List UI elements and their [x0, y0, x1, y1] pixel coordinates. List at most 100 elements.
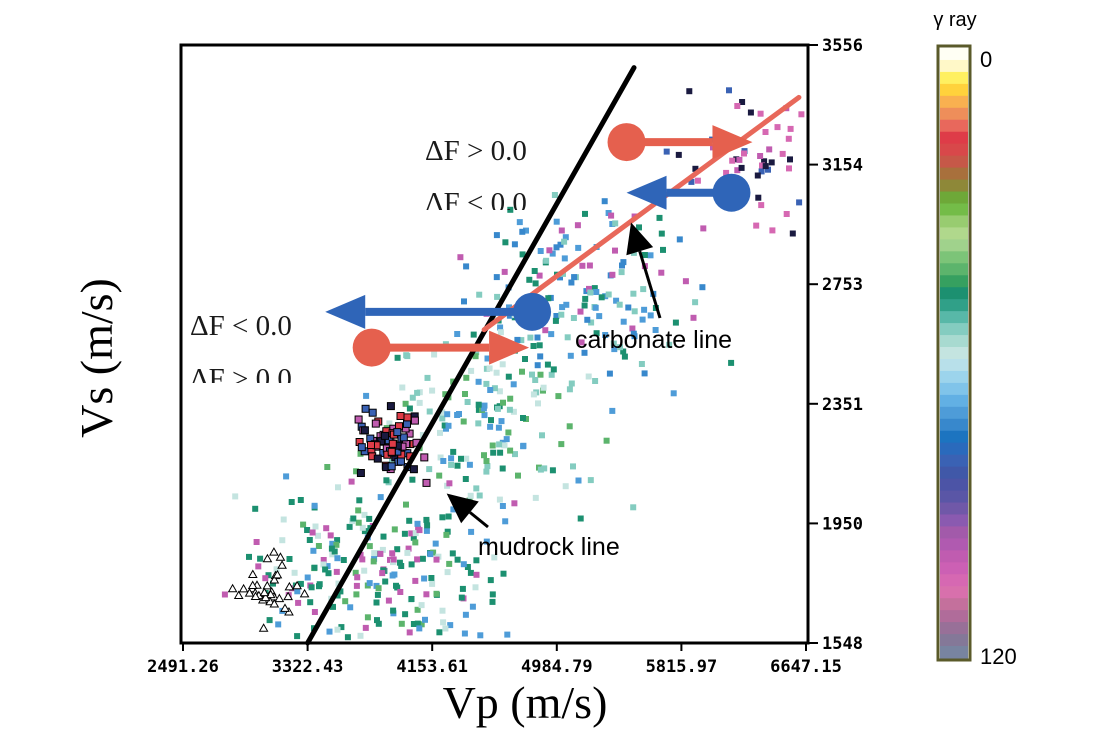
marker-arrow-head [489, 330, 530, 365]
data-point [785, 135, 792, 142]
data-point [505, 373, 512, 380]
data-point [377, 550, 384, 557]
data-point [612, 247, 618, 254]
data-point [605, 291, 612, 298]
data-point [602, 293, 609, 300]
colorbar-stripe [940, 562, 968, 575]
data-point [410, 621, 417, 627]
data-point [489, 598, 496, 605]
data-point [323, 525, 330, 532]
data-point [489, 442, 496, 449]
data-point [757, 110, 764, 117]
data-point [774, 124, 781, 131]
annotation-arrow-head [626, 222, 654, 256]
data-point [658, 230, 665, 237]
data-point [487, 423, 494, 430]
data-point-square [368, 408, 377, 417]
colorbar-stripe [940, 251, 968, 264]
data-point [398, 563, 405, 569]
data-point [541, 465, 548, 472]
colorbar-stripe [940, 430, 968, 444]
data-point-square [396, 457, 405, 466]
data-point [440, 458, 447, 464]
data-point [431, 351, 438, 358]
data-point [500, 570, 507, 577]
x-tick-label: 4153.61 [396, 657, 468, 677]
ticks-layer: 2491.26 3322.43 4153.61 4984.79 5815.97 6647.… [147, 36, 863, 677]
data-point-square [399, 433, 408, 442]
data-point [371, 550, 378, 557]
data-point [265, 572, 272, 579]
data-point [422, 616, 428, 623]
data-point [487, 387, 494, 393]
data-point [609, 271, 616, 278]
data-point [348, 478, 355, 485]
colorbar-stripe [940, 442, 968, 456]
data-point [397, 589, 404, 595]
data-point [586, 285, 592, 292]
data-point [357, 551, 364, 558]
data-point-triangle [262, 580, 273, 590]
data-point [578, 339, 585, 346]
data-point [439, 607, 446, 614]
data-point [353, 468, 360, 475]
data-point [486, 365, 493, 372]
data-point [475, 406, 482, 413]
data-point [567, 352, 574, 359]
data-point [491, 385, 498, 392]
colorbar-stripe [940, 287, 968, 300]
delta-f-label: ΔF < 0.0 [190, 310, 292, 342]
colorbar-stripe [940, 71, 968, 85]
data-point [570, 315, 577, 321]
annotations-layer: carbonate line mudrock line [446, 222, 732, 561]
colorbar-stripe [940, 586, 968, 599]
data-point [361, 528, 368, 535]
data-point [739, 99, 746, 105]
data-point [581, 349, 588, 356]
data-point [548, 331, 555, 338]
data-point [283, 473, 290, 480]
data-point [375, 620, 382, 627]
data-point [405, 545, 412, 552]
data-point [608, 212, 615, 219]
data-point [575, 477, 582, 484]
data-point [611, 346, 618, 353]
data-point [437, 429, 443, 436]
data-point [631, 308, 638, 315]
colorbar-stripe [940, 215, 968, 229]
data-point [416, 399, 423, 406]
data-point [534, 334, 541, 341]
data-point [507, 395, 514, 402]
colorbar: γ ray 0 120 [933, 9, 1016, 669]
data-point [423, 527, 430, 534]
data-point [473, 349, 480, 356]
data-point [460, 561, 467, 568]
data-point [516, 219, 523, 226]
data-point-square [361, 404, 370, 413]
colorbar-stripe [940, 646, 968, 659]
data-point [366, 543, 373, 550]
data-point [741, 150, 747, 157]
data-point-square [422, 478, 431, 487]
data-point [546, 247, 553, 254]
data-point [498, 418, 505, 425]
colorbar-stripe [940, 203, 968, 217]
data-point-triangle [269, 599, 280, 608]
data-point [499, 503, 506, 509]
data-point [728, 359, 735, 366]
data-point [762, 129, 769, 135]
data-point [406, 629, 413, 636]
data-point [337, 588, 344, 595]
data-point [450, 448, 457, 455]
data-point [447, 622, 454, 629]
data-point-square [403, 419, 411, 428]
data-point [311, 609, 318, 615]
data-point [568, 380, 575, 387]
data-point [334, 626, 341, 633]
y-tick-label: 2753 [822, 275, 863, 295]
colorbar-stripe [940, 454, 968, 468]
data-point [312, 523, 319, 530]
red-marker: ΔF > 0.0 [425, 123, 753, 167]
data-point [463, 374, 470, 381]
